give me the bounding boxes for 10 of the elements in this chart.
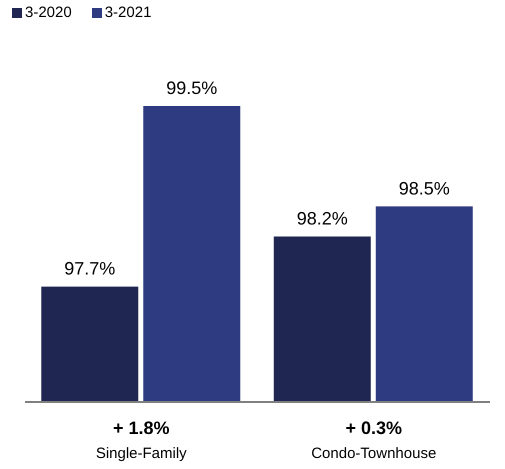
x-tick-label: Condo-Townhouse (311, 445, 436, 462)
text: + 1.8% (112, 418, 170, 438)
data-label: 97.7% (64, 258, 116, 279)
x-tick-label: Single-Family (96, 445, 188, 462)
data-label: 98.5% (398, 178, 450, 198)
text: + 0.3% (345, 418, 402, 438)
legend-label: 3-2020 (25, 4, 72, 21)
data-label: 99.5% (166, 78, 218, 98)
data-label: 98.2% (296, 208, 348, 228)
legend-label: 3-2021 (104, 4, 152, 21)
